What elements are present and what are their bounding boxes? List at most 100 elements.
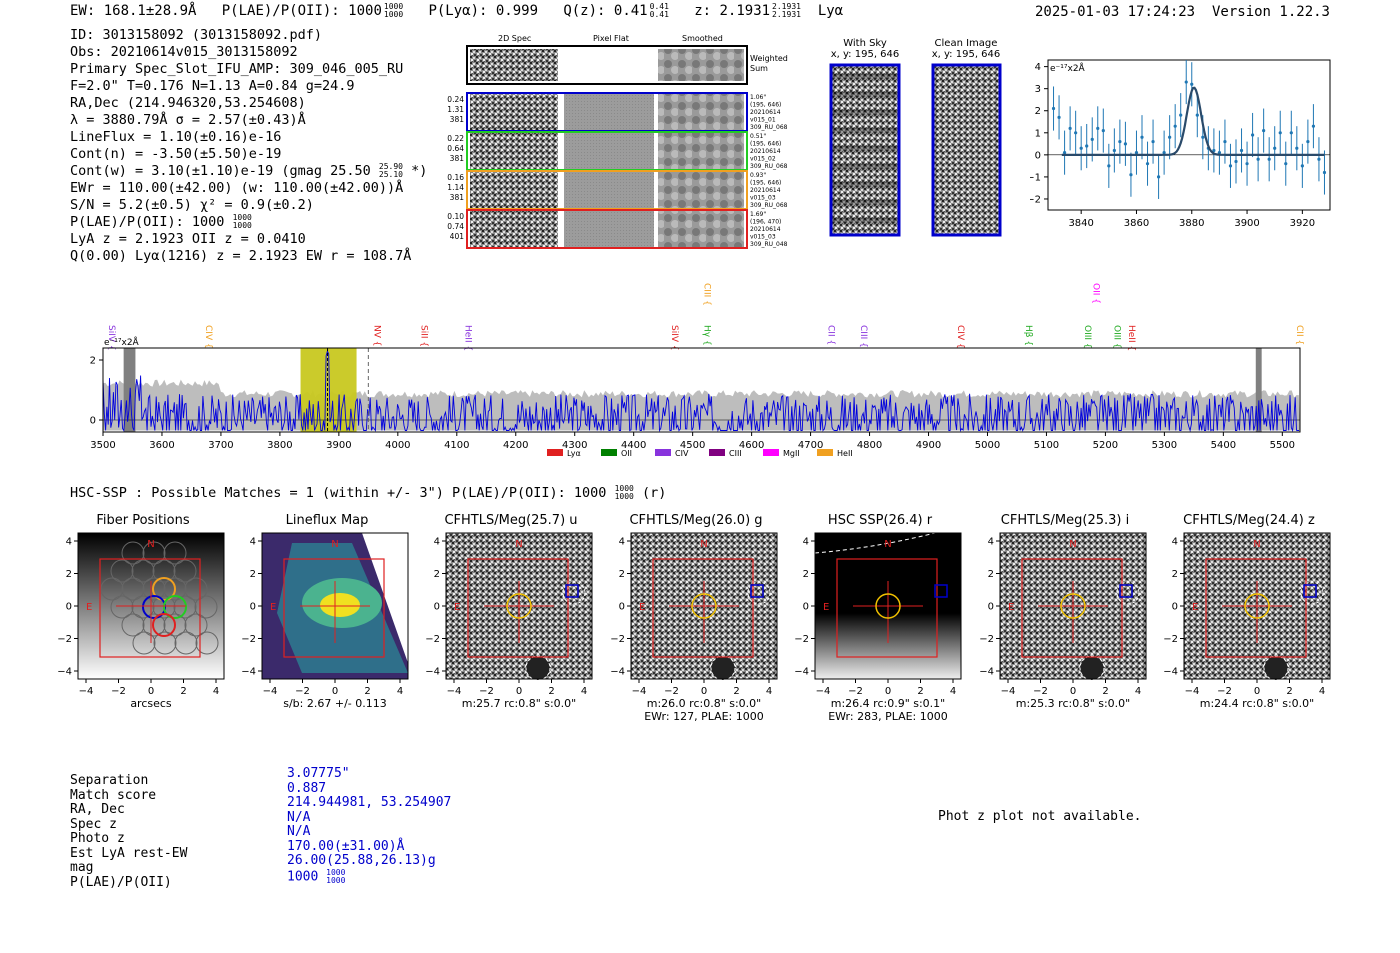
match-value-score: 0.887 xyxy=(287,780,327,796)
stamp-ytick-label: −4 xyxy=(1163,667,1178,678)
north-label: N xyxy=(700,539,707,550)
with-sky-fiber-rows xyxy=(831,74,899,223)
stamp-xtick-label: 2 xyxy=(1286,686,1292,697)
zoom-point xyxy=(1311,124,1316,128)
fiber-circle xyxy=(110,559,134,583)
cutout-smoothed xyxy=(658,94,744,130)
stamp-panel: CFHTLS/Meg(25.3) i N E −4 −2 0 2 4 4 2 0 −2 −4 m:25.3… xyxy=(970,510,1170,725)
fiber-circle xyxy=(153,631,177,655)
stamp-frame xyxy=(77,532,225,680)
legend-label: HeII xyxy=(837,449,853,458)
stamp-caption: s/b: 2.67 +/- 0.113 xyxy=(283,697,387,710)
neighbor-aperture xyxy=(747,581,771,605)
header-timestamp: 2025-01-03 17:24:23 xyxy=(1034,4,1196,20)
hsc-sub: 1000 xyxy=(614,492,634,501)
info-primary: Primary Spec_Slot_IFU_AMP: 309_046_005_R… xyxy=(70,61,404,77)
match-value-plae: 1000 xyxy=(287,869,319,884)
stamp-xtick-label: 4 xyxy=(397,686,403,697)
stamp-title: CFHTLS/Meg(24.4) z xyxy=(1183,513,1315,528)
stamp-ytick-label: 0 xyxy=(1172,602,1178,613)
stamp-ytick-label: 2 xyxy=(250,569,256,580)
fiber-circle xyxy=(163,613,187,637)
line-marker-label: SiIV { xyxy=(669,325,679,351)
col-title-2dspec: 2D Spec xyxy=(498,34,532,43)
match-plae-sup: 1000 xyxy=(326,867,346,877)
hsc-end: (r) xyxy=(641,485,667,501)
stamp-caption-2: EWr: 127, PLAE: 1000 xyxy=(644,710,764,723)
stamp-ytick-label: 2 xyxy=(66,569,72,580)
stamp-xtick-label: 2 xyxy=(917,686,923,697)
legend-swatch xyxy=(601,449,617,456)
header-qz-sub: 0.41 xyxy=(649,10,669,19)
line-marker-label: CIV { xyxy=(955,325,965,349)
fiber-circle xyxy=(132,631,156,655)
zoom-point xyxy=(1057,115,1061,119)
stamp-xtick-label: 2 xyxy=(364,686,370,697)
sky-coords: x, y: 195, 646 xyxy=(830,49,900,60)
zoom-xtick-label: 3840 xyxy=(1068,218,1093,229)
stamp-ytick-label: 4 xyxy=(803,537,809,548)
cutout-left-label: 381 xyxy=(450,115,465,124)
stamp-ytick-label: 4 xyxy=(988,537,994,548)
spectrum-xtick-label: 5300 xyxy=(1152,440,1177,451)
zoom-spectrum-chart: 3840 3860 3880 3900 3920 4 3 2 1 0 −1 −2 e⁻¹⁷x2Å xyxy=(1030,59,1331,229)
stamp-ytick-label: −2 xyxy=(794,634,809,645)
spectrum-xtick-label: 4700 xyxy=(798,440,823,451)
fiber-circle xyxy=(184,577,208,601)
info-contw-row: Cont(w) = 3.10(±1.10)e-19 (gmag 25.50 25… xyxy=(70,163,427,180)
match-label-mag: mag xyxy=(70,860,94,875)
line-marker-label: OIII { xyxy=(1082,325,1092,349)
stamp-ytick-label: 2 xyxy=(803,569,809,580)
neighbor-aperture xyxy=(1116,581,1140,605)
cutout-right-label: 309_RU_068 xyxy=(750,124,788,131)
info-fwhm: F=2.0" T=0.176 N=1.13 A=0.84 g=24.9 xyxy=(70,78,355,94)
zoom-point xyxy=(1284,162,1288,166)
zoom-point xyxy=(1201,135,1205,139)
stamp-ytick-label: −2 xyxy=(610,634,625,645)
spectrum-ytick-label: 2 xyxy=(90,356,96,367)
north-label: N xyxy=(1253,539,1260,550)
stamp-xtick-label: 2 xyxy=(548,686,554,697)
stamp-frame xyxy=(999,532,1147,680)
spectrum-xtick-label: 5400 xyxy=(1211,440,1236,451)
stamp-title: CFHTLS/Meg(26.0) g xyxy=(629,513,763,528)
stamp-xtick-label: −2 xyxy=(848,686,863,697)
with-sky-image xyxy=(831,65,899,235)
zoom-point xyxy=(1096,126,1100,130)
info-block: ID: 3013158092 (3013158092.pdf) Obs: 202… xyxy=(70,27,427,265)
stamp-caption: m:26.4 rc:0.9" s:0.1" xyxy=(830,697,946,710)
spec-cutouts: 0.24 1.31 381 1.06" (195, 646) 20210614 v015_0… xyxy=(440,32,790,257)
header-bar: EW: 168.1±28.9Å P(LAE)/P(OII): 1000 1000 1… xyxy=(70,3,843,20)
stamp-ytick-label: 0 xyxy=(619,602,625,613)
line-marker-label: Hβ { xyxy=(1023,325,1033,346)
info-id: ID: 3013158092 (3013158092.pdf) xyxy=(70,27,322,43)
hsc-summary: HSC-SSP : Possible Matches = 1 (within +… xyxy=(70,484,667,502)
zoom-point xyxy=(1107,164,1111,168)
fiber-highlight-orange xyxy=(152,577,176,601)
zoom-point xyxy=(1118,140,1122,144)
zoom-point xyxy=(1156,175,1161,179)
zoom-point xyxy=(1273,146,1277,150)
info-lineflux: LineFlux = 1.10(±0.16)e-16 xyxy=(70,129,282,145)
match-value-radec: 214.944981, 53.254907 xyxy=(287,795,452,810)
hsc-sup: 1000 xyxy=(614,484,634,493)
stamp-title: CFHTLS/Meg(25.7) u xyxy=(444,513,578,528)
zoom-point xyxy=(1101,128,1105,133)
info-plae-sub: 1000 xyxy=(232,221,252,230)
legend-label: CIII xyxy=(729,449,742,458)
zoom-point xyxy=(1300,164,1304,168)
match-value-ew: 170.00(±31.00)Å xyxy=(287,838,405,854)
east-label: E xyxy=(823,602,829,613)
zoom-point xyxy=(1079,146,1083,150)
match-marker xyxy=(750,584,764,598)
fiber-circle xyxy=(195,631,219,655)
fiber-circle xyxy=(131,559,155,583)
cutout-right-label: 20210614 xyxy=(750,187,781,194)
hsc-aperture-arc xyxy=(814,532,936,554)
stamp-xtick-label: 4 xyxy=(950,686,956,697)
cutout-row-frame xyxy=(466,209,748,249)
zoom-point xyxy=(1085,144,1089,148)
info-plae-row: P(LAE)/P(OII): 1000 1000 1000 xyxy=(70,214,427,231)
zoom-point xyxy=(1228,164,1233,168)
cutout-right-label: (195, 646) xyxy=(750,180,781,187)
